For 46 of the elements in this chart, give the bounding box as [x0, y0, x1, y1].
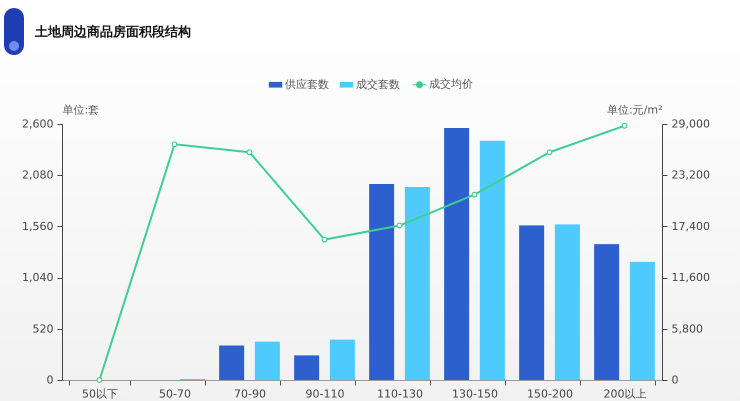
point [472, 192, 478, 198]
chart-title: 土地周边商品房面积段结构 [35, 24, 191, 41]
legend-label: 成交套数 [356, 78, 400, 91]
x-tick-label: 70-90 [234, 388, 266, 400]
y-tick-label: 2,080 [22, 168, 54, 182]
x-tick-label: 200以上 [604, 388, 646, 400]
y2-axis-title: 单位:元/m² [606, 104, 662, 116]
bar [254, 342, 280, 380]
x-tick-label: 90-110 [306, 388, 344, 400]
y-tick-label: 2,600 [22, 118, 54, 130]
bar [480, 140, 505, 380]
y2-tick-label: 5,800 [672, 322, 703, 336]
bar [554, 224, 580, 380]
legend-label: 供应套数 [285, 78, 329, 91]
y-tick-label: 520 [32, 322, 54, 336]
legend-label: 成交均价 [429, 78, 473, 91]
bar [219, 346, 244, 380]
y2-tick-label: 11,600 [672, 271, 710, 284]
bar [369, 184, 394, 380]
x-tick-label: 50以下 [82, 388, 118, 400]
y-axis-title: 单位:套 [62, 104, 100, 116]
point [546, 149, 552, 156]
bar [630, 262, 655, 380]
x-tick-label: 150-200 [527, 388, 573, 400]
point [246, 149, 252, 156]
y-tick-label: 1,560 [22, 220, 54, 233]
y2-tick-label: 17,400 [672, 220, 710, 233]
y2-tick-label: 23,200 [672, 168, 710, 182]
bar [294, 355, 320, 380]
bar [404, 187, 430, 380]
point [96, 377, 102, 383]
bar [330, 340, 355, 380]
point [322, 236, 328, 243]
bar [594, 244, 620, 380]
point [172, 141, 178, 148]
bar [444, 128, 470, 380]
y2-tick-label: 0 [672, 374, 678, 386]
x-tick-label: 130-150 [452, 388, 498, 400]
x-tick-label: 50-70 [159, 388, 191, 400]
bar [519, 225, 544, 380]
y-tick-label: 1,040 [22, 271, 54, 284]
point [396, 222, 402, 228]
point [622, 122, 628, 129]
y-tick-label: 0 [46, 374, 54, 386]
y2-tick-label: 29,000 [672, 118, 710, 130]
x-tick-label: 110-130 [377, 388, 423, 400]
